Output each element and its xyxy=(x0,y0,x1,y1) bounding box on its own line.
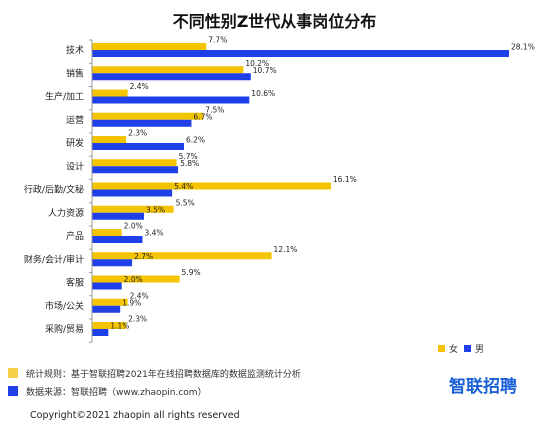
bar xyxy=(92,298,128,306)
bar xyxy=(92,252,272,260)
data-label: 1.1% xyxy=(110,322,129,331)
bar xyxy=(92,159,177,167)
category-label: 财务/会计/审计 xyxy=(24,253,84,265)
category-label: 产品 xyxy=(66,230,84,242)
data-label: 7.7% xyxy=(208,36,227,45)
category-label: 研发 xyxy=(66,137,84,149)
bar xyxy=(92,182,331,190)
data-label: 2.3% xyxy=(128,315,147,324)
category-label: 设计 xyxy=(66,160,84,172)
data-label: 10.7% xyxy=(253,66,277,75)
data-label: 3.4% xyxy=(144,229,163,238)
category-label: 客服 xyxy=(66,277,84,289)
bar xyxy=(92,329,109,336)
data-label: 10.2% xyxy=(245,59,269,68)
bar xyxy=(92,43,207,50)
note-rule-text: 统计规则：基于智联招聘2021年在线招聘数据库的数据监测统计分析 xyxy=(26,369,301,380)
data-label: 2.7% xyxy=(134,252,153,261)
bar xyxy=(92,96,250,104)
category-label: 采购/贸易 xyxy=(45,323,84,335)
bar xyxy=(92,229,122,236)
bar xyxy=(92,259,133,267)
data-label: 5.5% xyxy=(176,198,195,207)
bar xyxy=(92,136,127,143)
category-label: 生产/加工 xyxy=(45,91,84,103)
data-label: 3.5% xyxy=(146,205,165,214)
bar xyxy=(92,66,244,74)
bar xyxy=(92,282,122,290)
data-label: 2.0% xyxy=(124,222,143,231)
bar xyxy=(92,212,144,220)
bar xyxy=(92,50,509,57)
legend-label-male: 男 xyxy=(475,345,485,355)
bar xyxy=(92,89,128,97)
bar xyxy=(92,305,121,313)
data-label: 7.5% xyxy=(205,105,224,114)
bar xyxy=(92,322,127,329)
bar xyxy=(92,205,174,213)
category-label: 技术 xyxy=(66,44,84,56)
legend-label-female: 女 xyxy=(449,345,459,355)
category-label: 市场/公关 xyxy=(45,300,84,312)
copyright: Copyright©2021 zhaopin all rights reserv… xyxy=(30,410,240,421)
note-rule: 统计规则：基于智联招聘2021年在线招聘数据库的数据监测统计分析 xyxy=(8,364,301,382)
legend-swatch-female xyxy=(438,345,445,352)
note-source-text: 数据来源：智联招聘（www.zhaopin.com） xyxy=(26,387,207,398)
category-label: 销售 xyxy=(66,67,84,79)
data-label: 2.3% xyxy=(128,129,147,138)
chart-legend: 女 男 xyxy=(438,342,484,355)
data-label: 5.8% xyxy=(180,159,199,168)
category-label: 行政/后勤/文秘 xyxy=(24,184,84,196)
data-label: 5.9% xyxy=(182,268,201,277)
data-label: 2.0% xyxy=(124,275,143,284)
bar-chart: 技术 7.7% 28.1% 销售 10.2%10.7% 生产/加工 2.4% 10.6% 运营 7… xyxy=(24,36,535,343)
bar xyxy=(92,166,179,174)
bar xyxy=(92,73,251,81)
bar xyxy=(92,119,192,127)
bar xyxy=(92,143,185,150)
bar xyxy=(92,189,173,197)
data-label: 12.1% xyxy=(274,245,298,254)
bar xyxy=(92,236,143,243)
data-label: 16.1% xyxy=(333,175,357,184)
bar xyxy=(92,112,204,120)
data-label: 5.4% xyxy=(174,182,193,191)
data-label: 10.6% xyxy=(251,89,275,98)
data-label: 2.4% xyxy=(130,82,149,91)
note-source: 数据来源：智联招聘（www.zhaopin.com） xyxy=(8,382,301,400)
note-rule-marker xyxy=(8,368,18,378)
data-label: 1.9% xyxy=(122,298,141,307)
note-source-marker xyxy=(8,386,18,396)
data-label: 2.4% xyxy=(130,291,149,300)
data-label: 28.1% xyxy=(511,43,535,52)
category-label: 运营 xyxy=(66,114,84,126)
data-label: 6.2% xyxy=(186,136,205,145)
brand-logo: 智联招聘 xyxy=(449,377,517,397)
data-label: 6.7% xyxy=(193,112,212,121)
bar xyxy=(92,275,180,283)
legend-swatch-male xyxy=(464,345,472,352)
chart-title: 不同性别Z世代从事岗位分布 xyxy=(172,12,377,31)
notes: 统计规则：基于智联招聘2021年在线招聘数据库的数据监测统计分析 数据来源：智联… xyxy=(8,364,301,400)
category-label: 人力资源 xyxy=(48,207,84,219)
data-label: 5.7% xyxy=(179,152,198,161)
